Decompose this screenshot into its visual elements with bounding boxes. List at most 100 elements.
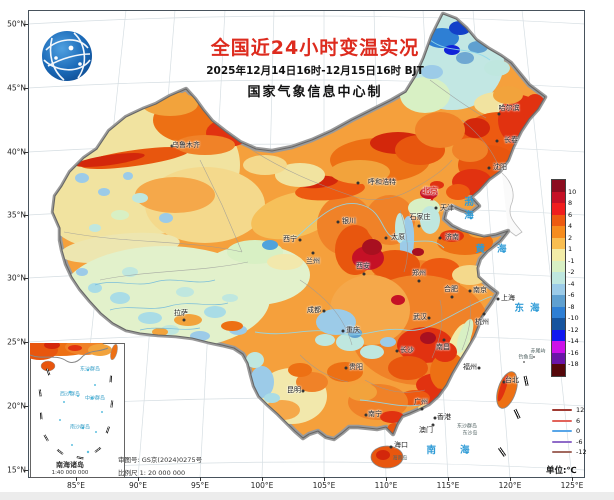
- city-marker: [298, 238, 302, 242]
- colorbar-value-label: -18: [568, 360, 579, 368]
- city-marker: [468, 289, 472, 293]
- city-label: 福州: [463, 363, 477, 371]
- isoline-legend-swatch: [552, 419, 572, 422]
- city-marker: [496, 297, 500, 301]
- colorbar-value-label: 2: [568, 233, 573, 242]
- lon-tick-mark: [138, 477, 139, 481]
- colorbar-value-label: -12: [568, 325, 579, 334]
- city-label: 广州: [414, 398, 428, 406]
- city-label: 南宁: [368, 410, 382, 418]
- china-national-border: [52, 13, 546, 440]
- map-approval-number: 审图号: GS京(2024)0275号: [118, 456, 203, 464]
- colorbar-block: [552, 203, 565, 215]
- temperature-colorbar: [551, 179, 566, 377]
- sea-name-label: 渤海: [462, 196, 473, 224]
- colorbar-block: [552, 226, 565, 238]
- lon-tick-label: 115°E: [436, 481, 460, 490]
- city-label: 乌鲁木齐: [172, 141, 200, 149]
- city-label: 西安: [356, 262, 370, 270]
- city-marker: [497, 112, 501, 116]
- city-marker: [442, 338, 446, 342]
- isoline-legend-label: -12: [576, 448, 587, 456]
- city-label: 昆明: [287, 386, 301, 394]
- lat-tick-label: 50°N: [7, 19, 26, 29]
- city-label: 澳门: [419, 426, 433, 434]
- lon-tick-mark: [510, 477, 511, 481]
- lat-tick-mark: [24, 215, 28, 216]
- city-label: 重庆: [346, 326, 360, 334]
- isoline-legend-label: 6: [576, 416, 581, 425]
- colorbar-value-label: -16: [568, 348, 579, 357]
- colorbar-value-label: 4: [568, 222, 573, 230]
- isoline-legend-swatch: [552, 451, 572, 453]
- isoline-legend-swatch: [552, 430, 572, 432]
- lon-tick-label: 105°E: [312, 481, 336, 490]
- city-marker: [384, 236, 388, 240]
- colorbar-block: [552, 272, 565, 284]
- island-name-label: 海南岛: [392, 455, 408, 462]
- lat-tick-label: 30°N: [7, 273, 26, 283]
- colorbar-value-label: 1: [568, 245, 573, 253]
- lat-tick-mark: [24, 278, 28, 279]
- isoline-legend-label: 0: [576, 427, 581, 435]
- isoline-legend-label: -6: [576, 437, 583, 446]
- colorbar-value-label: -4: [568, 279, 575, 288]
- city-label: 哈尔滨: [498, 104, 520, 112]
- capital-star-marker: ★: [429, 196, 435, 203]
- lon-tick-mark: [572, 477, 573, 481]
- lon-tick-label: 110°E: [374, 481, 398, 490]
- city-marker: [417, 224, 421, 228]
- colorbar-block: [552, 249, 565, 261]
- colorbar-block: [552, 191, 565, 203]
- inset-archipelago-label: 东沙群岛: [79, 366, 101, 373]
- city-label: 郑州: [412, 269, 426, 277]
- lon-tick-mark: [448, 477, 449, 481]
- inset-archipelago-label: 西沙群岛: [59, 391, 81, 398]
- city-marker: [170, 144, 174, 148]
- city-marker: [364, 413, 368, 417]
- colorbar-block: [552, 283, 565, 295]
- city-marker: [495, 139, 499, 143]
- city-marker: [182, 318, 186, 322]
- lon-tick-label: 85°E: [66, 481, 86, 490]
- hainan-island: [370, 445, 404, 469]
- city-marker: [344, 366, 348, 370]
- city-marker: [434, 206, 438, 210]
- colorbar-block: [552, 237, 565, 249]
- lon-tick-mark: [200, 477, 201, 481]
- city-label: 上海: [501, 294, 515, 302]
- colorbar-value-label: 6: [568, 210, 573, 219]
- sea-name-label: 东海: [514, 303, 546, 314]
- city-label: 石家庄: [409, 213, 431, 221]
- inset-nine-dash-mark: [109, 375, 113, 383]
- island-name-label: 东沙群岛: [456, 423, 478, 430]
- city-label: 拉萨: [174, 309, 188, 317]
- colorbar-value-label: -10: [568, 314, 579, 322]
- lon-tick-mark: [76, 477, 77, 481]
- lat-tick-mark: [24, 342, 28, 343]
- city-marker: [420, 407, 424, 411]
- city-label: 南京: [473, 286, 487, 294]
- city-label: 太原: [391, 233, 405, 241]
- city-label: 天津: [440, 204, 454, 212]
- south-china-sea-inset: [30, 343, 125, 478]
- city-label: 银川: [342, 217, 356, 225]
- nmic-logo: [38, 28, 96, 86]
- city-label: 台北: [505, 376, 519, 384]
- lon-tick-label: 100°E: [250, 481, 274, 490]
- lon-tick-mark: [262, 477, 263, 481]
- sea-name-label: 南海: [426, 445, 494, 456]
- colorbar-block: [552, 364, 565, 376]
- island-name-label: 钓鱼岛: [518, 354, 534, 361]
- lat-tick-mark: [24, 470, 28, 471]
- colorbar-block: [552, 329, 565, 341]
- city-label: 兰州: [306, 257, 320, 265]
- city-marker: [450, 295, 454, 299]
- city-marker: [427, 316, 431, 320]
- isoline-legend-swatch: [552, 440, 572, 443]
- city-marker: [438, 236, 442, 240]
- city-marker: [322, 309, 326, 313]
